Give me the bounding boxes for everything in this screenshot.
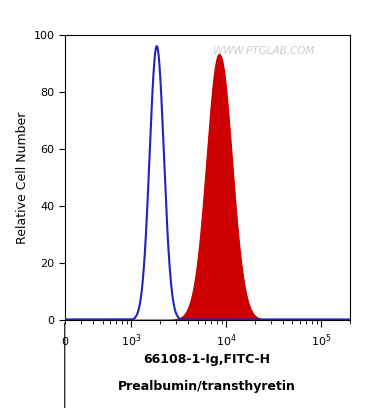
Text: 0: 0 (61, 337, 68, 347)
Text: 66108-1-Ig,FITC-H: 66108-1-Ig,FITC-H (144, 353, 271, 366)
Text: Prealbumin/transthyretin: Prealbumin/transthyretin (118, 380, 296, 393)
Text: WWW.PTGLAB.COM: WWW.PTGLAB.COM (213, 46, 315, 56)
Y-axis label: Relative Cell Number: Relative Cell Number (16, 111, 29, 244)
